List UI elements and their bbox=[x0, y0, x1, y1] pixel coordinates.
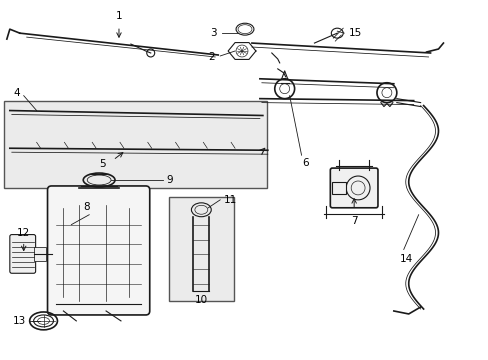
Text: 12: 12 bbox=[17, 228, 30, 238]
Text: 4: 4 bbox=[13, 88, 20, 98]
Text: 2: 2 bbox=[208, 52, 215, 62]
Text: 9: 9 bbox=[166, 175, 173, 185]
Bar bbox=[332, 182, 346, 194]
Text: 13: 13 bbox=[12, 316, 26, 326]
Text: 1: 1 bbox=[116, 11, 122, 21]
Bar bbox=[34, 247, 45, 261]
Text: 14: 14 bbox=[399, 255, 412, 265]
Text: 5: 5 bbox=[99, 159, 106, 169]
Text: 15: 15 bbox=[348, 28, 362, 38]
Text: 7: 7 bbox=[350, 216, 357, 226]
Bar bbox=[168, 197, 234, 301]
FancyBboxPatch shape bbox=[47, 186, 149, 315]
Text: 10: 10 bbox=[194, 295, 207, 305]
FancyBboxPatch shape bbox=[10, 235, 36, 273]
Text: 3: 3 bbox=[210, 28, 217, 38]
Text: 11: 11 bbox=[224, 195, 237, 205]
Text: 8: 8 bbox=[83, 202, 89, 212]
FancyBboxPatch shape bbox=[330, 168, 377, 208]
Text: 6: 6 bbox=[302, 158, 308, 168]
Bar bbox=[4, 100, 266, 188]
